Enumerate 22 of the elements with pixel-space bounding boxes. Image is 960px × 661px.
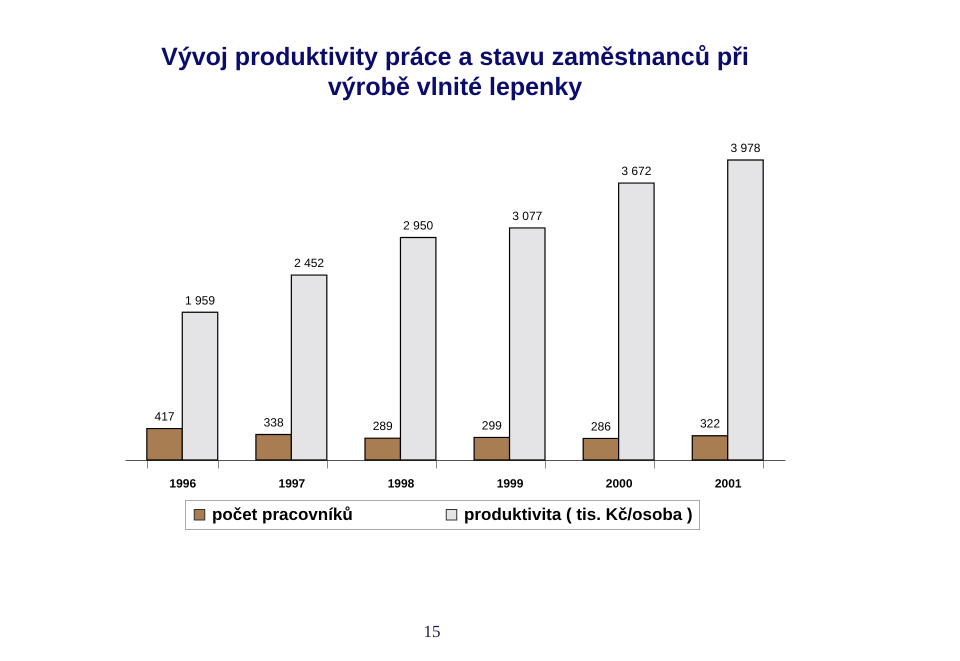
data-label: 1 959: [184, 293, 216, 308]
x-tick-label: 1998: [388, 476, 415, 490]
chart-title: Vývoj produktivity práce a stavu zaměstnanců při výrobě vlnité lepenky: [161, 43, 749, 101]
data-label: 289: [372, 419, 394, 434]
text: 15: [424, 622, 440, 641]
data-label: 322: [700, 416, 720, 431]
data-label: 286: [590, 419, 612, 434]
data-label: 3 978: [730, 141, 761, 155]
x-tick-label: 2000: [606, 476, 633, 490]
legend-label: produktivita ( tis. Kč/osoba ): [464, 504, 693, 524]
data-label: 2 950: [403, 218, 434, 233]
data-label: 338: [264, 416, 284, 430]
data-label: 3 672: [621, 164, 652, 178]
data-label: 2 452: [294, 256, 324, 270]
x-tick-label: 1996: [169, 476, 196, 490]
data-label: 417: [154, 410, 175, 424]
data-label: 3 077: [512, 208, 543, 223]
data-label: 299: [482, 418, 502, 432]
x-tick-label: 1999: [496, 476, 524, 490]
x-tick-label: 2001: [714, 476, 742, 490]
legend-label: počet pracovníků: [212, 504, 353, 524]
x-tick-label: 1997: [278, 476, 306, 490]
